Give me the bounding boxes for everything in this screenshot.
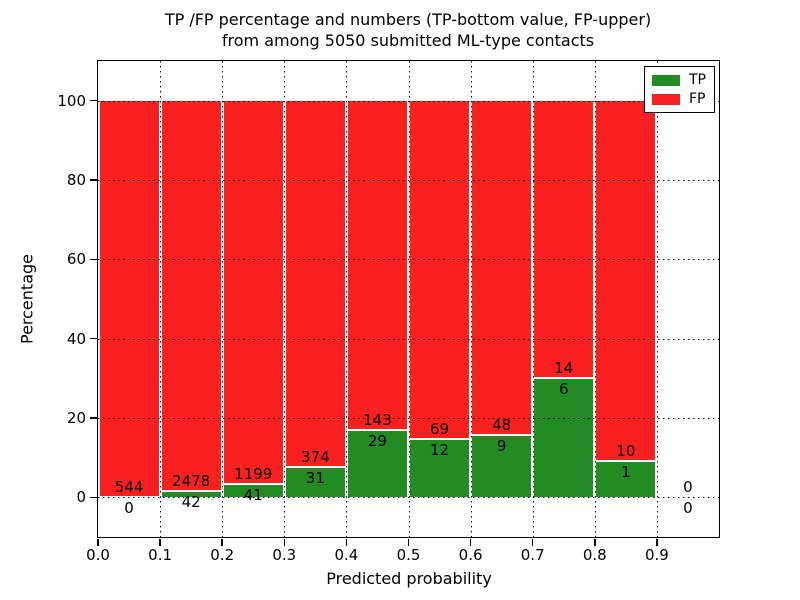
- legend-label-tp: TP: [689, 72, 706, 88]
- y-tick-label: 40: [66, 329, 86, 348]
- bar-fp-segment: [534, 100, 594, 379]
- x-tick: [656, 538, 658, 546]
- fp-count-label: 10: [616, 442, 636, 461]
- x-tick-label: 0.3: [272, 546, 297, 564]
- bar-fp-segment: [161, 100, 221, 491]
- gridline-vertical: [408, 61, 410, 537]
- x-tick-label: 0.2: [210, 546, 235, 564]
- tp-swatch-icon: [652, 74, 680, 86]
- bar-edge: [347, 429, 407, 432]
- x-tick-label: 0.8: [582, 546, 607, 564]
- bar-edge: [223, 483, 283, 486]
- fp-count-label: 143: [363, 411, 392, 430]
- legend-entry-fp: FP: [652, 91, 707, 107]
- fp-count-label: 374: [301, 447, 330, 466]
- x-tick: [469, 538, 472, 546]
- chart-title-line1: TP /FP percentage and numbers (TP-bottom…: [164, 10, 652, 29]
- y-tick: [90, 99, 97, 102]
- y-tick: [90, 179, 97, 181]
- x-tick-label: 0.7: [520, 546, 545, 564]
- x-tick: [221, 538, 223, 546]
- bar-edge: [161, 489, 221, 492]
- bar-tp-segment: [285, 466, 345, 498]
- x-tick-label: 0.6: [458, 546, 483, 564]
- x-tick: [283, 538, 286, 546]
- bar-fp-segment: [410, 100, 470, 439]
- x-tick: [594, 538, 596, 546]
- x-tick: [345, 538, 348, 546]
- legend: TP FP: [644, 66, 715, 113]
- tp-count-label: 0: [683, 499, 693, 518]
- x-tick: [159, 538, 161, 546]
- x-axis-label: Predicted probability: [326, 569, 492, 588]
- gridline-vertical: [470, 61, 472, 537]
- gridline-vertical: [594, 61, 596, 537]
- gridline-vertical: [284, 61, 286, 537]
- tp-count-label: 42: [181, 492, 201, 511]
- fp-count-label: 2478: [172, 471, 211, 490]
- bar-tp-segment: [223, 484, 283, 498]
- gridline-vertical: [346, 61, 348, 537]
- fp-count-label: 1199: [234, 465, 273, 484]
- y-tick: [90, 496, 97, 499]
- bar-fp-segment: [285, 100, 345, 467]
- x-tick-label: 0.4: [334, 546, 359, 564]
- gridline-vertical: [160, 61, 162, 537]
- x-tick-label: 0.5: [396, 546, 421, 564]
- x-tick-label: 0.0: [86, 546, 110, 564]
- y-tick-label: 60: [66, 250, 86, 269]
- y-axis-label: Percentage: [17, 253, 37, 345]
- y-tick: [90, 417, 97, 419]
- fp-count-label: 14: [554, 359, 574, 378]
- bar-tp-segment: [161, 490, 221, 498]
- bar-tp-segment: [534, 378, 594, 498]
- fp-swatch-icon: [652, 93, 680, 105]
- fp-count-label: 0: [683, 478, 693, 497]
- bar-edge: [596, 460, 656, 463]
- bar-fp-segment: [223, 100, 283, 485]
- tp-count-label: 31: [305, 468, 325, 487]
- bar-edge: [285, 465, 345, 468]
- y-tick-label: 0: [76, 488, 86, 507]
- bar-fp-segment: [472, 100, 532, 435]
- tp-count-label: 12: [430, 440, 450, 459]
- tp-count-label: 0: [124, 499, 134, 518]
- tp-count-label: 9: [496, 436, 507, 455]
- fp-count-label: 69: [430, 419, 450, 438]
- bar-edge: [534, 377, 594, 380]
- y-tick-label: 20: [66, 409, 86, 427]
- fp-count-label: 544: [114, 478, 144, 497]
- x-tick-label: 0.1: [148, 546, 173, 564]
- bar-tp-segment: [472, 434, 532, 498]
- chart-title: TP /FP percentage and numbers (TP-bottom…: [165, 9, 651, 51]
- x-tick: [97, 538, 99, 546]
- gridline-vertical: [222, 61, 224, 537]
- y-tick-label: 100: [57, 91, 86, 110]
- tp-count-label: 1: [621, 463, 631, 482]
- y-tick-label: 80: [66, 171, 86, 189]
- tp-count-label: 41: [243, 486, 263, 505]
- tp-count-label: 6: [558, 380, 569, 399]
- bar-fp-segment: [99, 100, 159, 498]
- fp-count-label: 48: [492, 415, 512, 434]
- bar-edge: [410, 437, 470, 440]
- tp-count-label: 29: [367, 432, 387, 451]
- bar-tp-segment: [596, 461, 656, 498]
- bar-fp-segment: [347, 100, 407, 431]
- x-tick: [531, 538, 534, 546]
- x-tick-label: 0.9: [644, 546, 669, 564]
- bar-edge: [472, 433, 532, 436]
- bar-tp-segment: [410, 438, 470, 498]
- legend-entry-tp: TP: [652, 72, 707, 88]
- y-tick: [90, 337, 97, 340]
- gridline-vertical: [656, 61, 658, 537]
- x-tick: [407, 538, 410, 546]
- y-tick: [90, 258, 97, 261]
- chart-title-line2: from among 5050 submitted ML-type contac…: [221, 31, 595, 50]
- bar-tp-segment: [347, 430, 407, 498]
- legend-label-fp: FP: [689, 91, 706, 107]
- bar-fp-segment: [596, 100, 656, 462]
- gridline-vertical: [532, 61, 534, 537]
